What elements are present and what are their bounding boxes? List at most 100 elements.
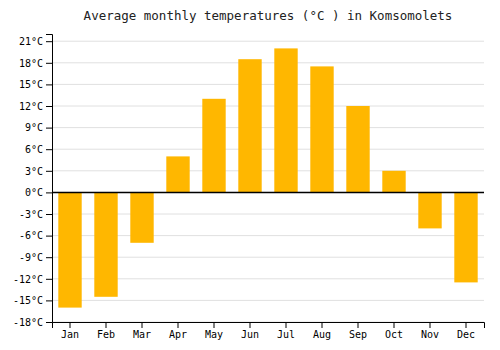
y-tick-mark: [46, 300, 52, 301]
title: Average monthly temperatures (°C ) in Ko…: [84, 8, 453, 23]
x-tick-label: Aug: [313, 329, 331, 340]
y-tick-mark: [46, 279, 52, 280]
x-tick: Mar: [133, 322, 151, 340]
y-tick: -15°C: [13, 295, 52, 306]
y-tick: 15°C: [19, 79, 52, 90]
x-tick: Nov: [421, 322, 439, 340]
y-tick: 3°C: [25, 166, 52, 177]
y-tick-mark: [46, 257, 52, 258]
x-tick: Apr: [169, 322, 187, 340]
y-tick: -6°C: [19, 230, 52, 241]
x-tick: Jun: [241, 322, 259, 340]
x-tick: Feb: [97, 322, 115, 340]
x-tick-label: Jul: [277, 329, 295, 340]
y-tick: -9°C: [19, 252, 52, 263]
y-tick-label: 15°C: [19, 79, 43, 90]
bar: [166, 156, 189, 192]
bar: [418, 192, 441, 228]
bar: [346, 106, 369, 192]
y-tick-label: 6°C: [25, 144, 43, 155]
x-tick-mark: [250, 322, 251, 328]
bars: [58, 48, 477, 307]
grid-line: [52, 84, 484, 85]
grid-line: [52, 149, 484, 150]
x-tick: Oct: [385, 322, 403, 340]
x-tick-mark: [214, 322, 215, 328]
x-tick-mark: [70, 322, 71, 328]
y-tick-label: -12°C: [13, 274, 43, 285]
chart: -18°C -15°C -12°C -9°C -6°C -3°C 0°C 3°C 6°C 9°C 1…: [0, 0, 500, 350]
y-tick-mark: [46, 236, 52, 237]
x-tick-mark: [430, 322, 431, 328]
bar: [58, 192, 81, 307]
grid: [52, 41, 484, 322]
grid-line: [52, 41, 484, 42]
x-tick-mark: [286, 322, 287, 328]
y-tick-mark: [46, 128, 52, 129]
x-tick-label: Apr: [169, 329, 187, 340]
bar: [310, 66, 333, 192]
grid-line: [52, 300, 484, 301]
x-tick-label: Dec: [457, 329, 475, 340]
y-axis: -18°C -15°C -12°C -9°C -6°C -3°C 0°C 3°C 6°C 9°C 1…: [13, 35, 53, 328]
y-tick-mark: [46, 322, 52, 323]
x-tick-label: Sep: [349, 329, 367, 340]
x-tick-label: Nov: [421, 329, 439, 340]
x-tick-mark: [358, 322, 359, 328]
x-tick-label: Feb: [97, 329, 115, 340]
x-tick-mark: [142, 322, 143, 328]
x-tick-label: May: [205, 329, 223, 340]
y-tick-mark: [46, 149, 52, 150]
y-tick: 6°C: [25, 144, 52, 155]
y-tick: -3°C: [19, 209, 52, 220]
y-tick-mark: [46, 192, 52, 193]
y-tick-label: -3°C: [19, 209, 43, 220]
bar: [130, 192, 153, 242]
y-tick-mark: [46, 84, 52, 85]
y-tick-label: 3°C: [25, 166, 43, 177]
bar: [454, 192, 477, 282]
y-tick-label: -18°C: [13, 317, 43, 328]
y-tick: -18°C: [13, 317, 52, 328]
zero-line: [52, 192, 484, 194]
y-tick-label: 21°C: [19, 36, 43, 47]
y-tick: 12°C: [19, 101, 52, 112]
y-tick-label: -15°C: [13, 295, 43, 306]
y-tick: -12°C: [13, 274, 52, 285]
y-tick-label: -6°C: [19, 230, 43, 241]
x-tick: Aug: [313, 322, 331, 340]
y-tick-label: 9°C: [25, 122, 43, 133]
grid-line: [52, 170, 484, 171]
bar: [202, 99, 225, 193]
y-tick-mark: [46, 106, 52, 107]
x-tick-label: Mar: [133, 329, 151, 340]
grid-line: [52, 62, 484, 63]
grid-line: [52, 106, 484, 107]
bar: [94, 192, 117, 296]
y-tick-label: 18°C: [19, 58, 43, 69]
x-tick-mark: [466, 322, 467, 328]
y-tick-label: 0°C: [25, 187, 43, 198]
x-tick: Sep: [349, 322, 367, 340]
bar: [238, 59, 261, 192]
plot: -18°C -15°C -12°C -9°C -6°C -3°C 0°C 3°C 6°C 9°C 1…: [13, 35, 485, 341]
x-tick-mark: [322, 322, 323, 328]
bar: [274, 48, 297, 192]
x-axis-line: [53, 323, 485, 329]
x-tick-mark: [394, 322, 395, 328]
x-tick-label: Jan: [61, 329, 79, 340]
y-axis-line: [46, 35, 53, 323]
y-tick-mark: [46, 171, 52, 172]
x-tick: May: [205, 322, 223, 340]
grid-line: [52, 127, 484, 128]
x-tick-mark: [106, 322, 107, 328]
y-tick: 9°C: [25, 122, 52, 133]
y-tick-label: -9°C: [19, 252, 43, 263]
x-axis: Jan Feb Mar Apr May Jun Jul Aug Sep Oct Nov Dec: [53, 322, 485, 340]
x-tick: Jul: [277, 322, 295, 340]
y-tick-label: 12°C: [19, 101, 43, 112]
x-tick-label: Jun: [241, 329, 259, 340]
x-tick-mark: [178, 322, 179, 328]
y-tick-mark: [46, 41, 52, 42]
y-tick-mark: [46, 214, 52, 215]
